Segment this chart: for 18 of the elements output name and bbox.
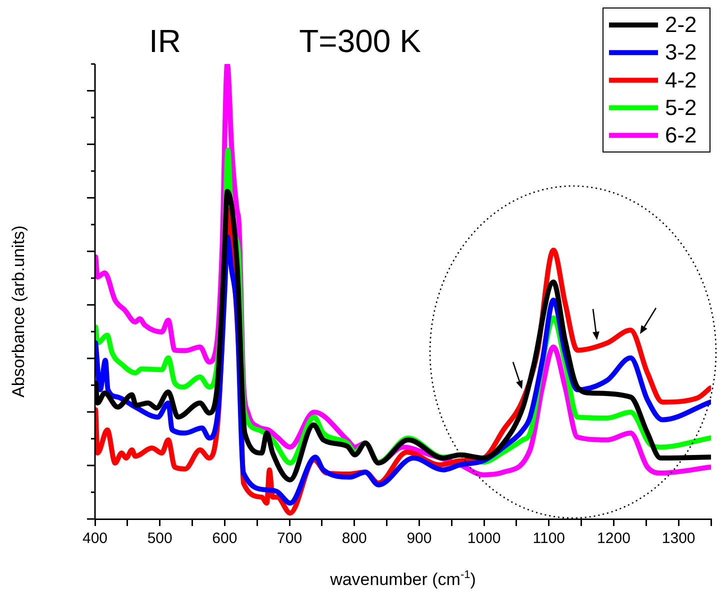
x-tick-label: 400 bbox=[82, 530, 108, 548]
legend-label: 3-2 bbox=[665, 40, 697, 65]
legend-label: 6-2 bbox=[665, 122, 697, 148]
legend-label: 5-2 bbox=[665, 94, 697, 120]
legend-label: 4-2 bbox=[665, 67, 697, 92]
x-tick-label: 1300 bbox=[662, 530, 696, 548]
legend-label: 2-2 bbox=[665, 12, 697, 38]
x-tick-label: 1200 bbox=[597, 530, 630, 548]
chart-title: IR bbox=[149, 23, 181, 59]
x-tick-label: 1100 bbox=[532, 530, 566, 548]
x-tick-label: 700 bbox=[277, 530, 302, 548]
x-tick-label: 900 bbox=[406, 530, 432, 548]
x-tick-label: 800 bbox=[342, 530, 367, 548]
x-tick-label: 500 bbox=[147, 530, 172, 548]
y-axis-title: Absorbance (arb.units) bbox=[9, 226, 28, 398]
chart-subtitle: T=300 K bbox=[299, 23, 421, 59]
x-tick-label: 1000 bbox=[467, 530, 501, 548]
x-tick-label: 600 bbox=[212, 530, 238, 548]
